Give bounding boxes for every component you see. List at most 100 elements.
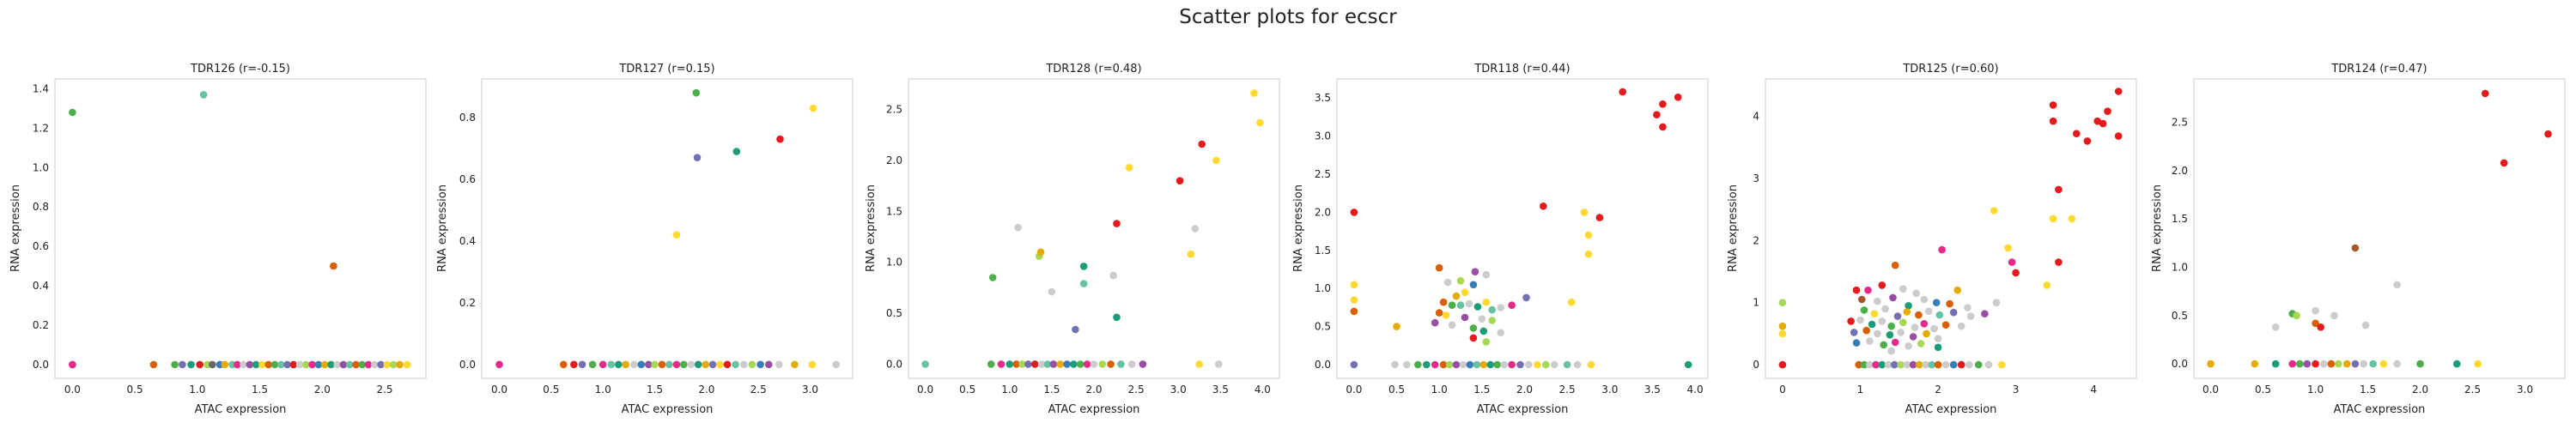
x-tick-label: 1.0 xyxy=(1001,384,1018,396)
y-tick-label: 0 xyxy=(1753,359,1759,371)
scatter-point xyxy=(1891,360,1899,369)
x-tick-label: 0.5 xyxy=(959,384,975,396)
scatter-point xyxy=(1924,307,1933,316)
scatter-point xyxy=(1932,299,1941,307)
scatter-point xyxy=(1443,278,1452,287)
subplot-6-marks: 0.0 0.5 1.0 1.5 2.0 2.5 3.0 0.0 0.5 1.0 1.5 2.0 2.5 xyxy=(2172,89,2552,396)
scatter-point xyxy=(988,274,997,281)
y-tick-label: 0.4 xyxy=(459,235,476,247)
scatter-point xyxy=(2335,360,2342,368)
scatter-point xyxy=(1878,281,1886,289)
scatter-point xyxy=(740,360,748,369)
x-tick-label: 0 xyxy=(1779,384,1786,396)
scatter-point xyxy=(2312,360,2319,368)
x-tick-label: 4 xyxy=(2090,384,2097,396)
y-tick-label: 0.8 xyxy=(459,112,476,124)
scatter-point xyxy=(1949,308,1958,317)
scatter-point xyxy=(1992,299,2001,307)
scatter-point xyxy=(1435,309,1443,317)
scatter-point xyxy=(598,360,607,369)
y-tick-label: 0.0 xyxy=(2172,358,2188,370)
scatter-point xyxy=(1887,322,1895,330)
scatter-point xyxy=(1920,295,1929,304)
x-tick-label: 3.5 xyxy=(1644,384,1661,396)
scatter-point xyxy=(2351,360,2360,368)
scatter-point xyxy=(364,360,373,369)
scatter-point xyxy=(171,360,179,369)
y-tick-label: 0.5 xyxy=(886,307,902,319)
y-tick-label: 2.5 xyxy=(886,104,902,116)
x-tick-label: 2.5 xyxy=(376,384,392,396)
scatter-point xyxy=(1917,340,1925,347)
scatter-point xyxy=(258,360,266,369)
scatter-point xyxy=(240,360,247,369)
scatter-point xyxy=(694,360,702,369)
scatter-point xyxy=(1856,316,1864,324)
scatter-point xyxy=(1870,310,1879,318)
scatter-point xyxy=(1981,310,1989,318)
scatter-point xyxy=(1176,177,1184,184)
scatter-point xyxy=(1079,263,1088,270)
x-tick-label: 2.0 xyxy=(1085,384,1102,396)
scatter-point xyxy=(333,360,342,369)
scatter-point xyxy=(327,360,335,369)
x-tick-label: 0.0 xyxy=(64,384,81,396)
scatter-point xyxy=(1431,360,1439,369)
subplot-1-ylabel: RNA expression xyxy=(9,184,22,272)
subplot-4-xlabel: ATAC expression xyxy=(1477,403,1569,416)
scatter-point xyxy=(1350,307,1358,316)
scatter-point xyxy=(1542,360,1550,369)
scatter-point xyxy=(1922,360,1929,369)
scatter-point xyxy=(1778,299,1787,307)
x-tick-label: 1.0 xyxy=(595,384,611,396)
scatter-point xyxy=(2251,360,2259,368)
y-tick-label: 1.5 xyxy=(1315,245,1331,257)
scatter-point xyxy=(1864,286,1872,294)
scatter-point xyxy=(1899,318,1907,327)
scatter-point xyxy=(1077,360,1084,368)
scatter-point xyxy=(1250,89,1258,97)
scatter-point xyxy=(179,360,186,369)
scatter-point xyxy=(1048,287,1056,296)
scatter-point xyxy=(1886,331,1894,339)
scatter-point xyxy=(708,360,717,369)
scatter-point xyxy=(1452,292,1461,300)
scatter-point xyxy=(1534,360,1541,369)
scatter-point xyxy=(1500,360,1508,369)
subplot-6-xlabel: ATAC expression xyxy=(2334,403,2426,416)
scatter-point xyxy=(1090,360,1098,368)
scatter-point xyxy=(187,360,195,369)
subplot-1-xlabel: ATAC expression xyxy=(195,403,287,416)
scatter-point xyxy=(2317,323,2324,331)
scatter-point xyxy=(1479,327,1488,335)
scatter-point xyxy=(808,360,817,369)
scatter-point xyxy=(352,360,360,369)
y-tick-label: 4 xyxy=(1753,110,1759,122)
scatter-point xyxy=(2416,360,2424,368)
y-tick-label: 1.0 xyxy=(2172,262,2188,274)
x-tick-label: 2.0 xyxy=(2412,384,2428,396)
scatter-point xyxy=(495,360,503,369)
scatter-point xyxy=(1036,248,1045,257)
scatter-point xyxy=(1938,245,1946,254)
scatter-point xyxy=(2327,360,2336,368)
scatter-point xyxy=(1079,280,1088,287)
scatter-point xyxy=(1024,360,1032,368)
scatter-point xyxy=(1899,285,1907,293)
scatter-point xyxy=(1659,100,1667,108)
y-tick-label: 0.5 xyxy=(2172,310,2188,322)
x-tick-label: 1.5 xyxy=(1043,384,1060,396)
scatter-point xyxy=(1850,329,1858,336)
scatter-point xyxy=(1653,111,1661,118)
scatter-point xyxy=(2104,107,2111,115)
scatter-point xyxy=(791,360,799,369)
scatter-point xyxy=(1414,360,1422,369)
scatter-point xyxy=(2049,214,2057,223)
scatter-point xyxy=(1563,360,1571,369)
scatter-point xyxy=(1043,360,1052,368)
scatter-point xyxy=(1107,360,1115,368)
scatter-point xyxy=(246,360,254,369)
scatter-point xyxy=(264,360,273,369)
scatter-point xyxy=(1580,208,1589,216)
